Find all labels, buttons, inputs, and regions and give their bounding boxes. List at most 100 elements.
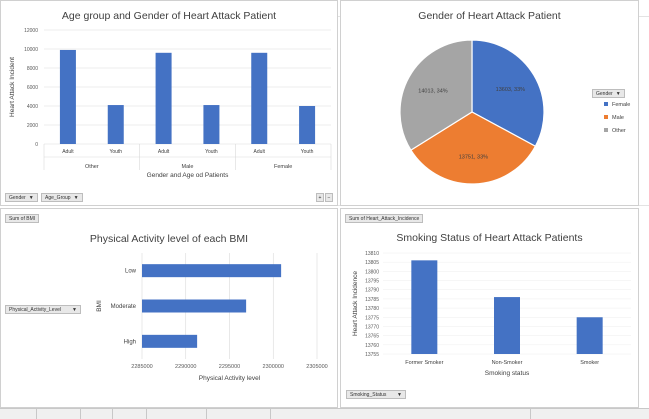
- y-tick-label: 0: [35, 142, 38, 148]
- dropdown-arrow-icon: ▼: [615, 91, 621, 97]
- bmi-chart-title: Physical Activity level of each BMI: [89, 233, 249, 245]
- legend-swatch: [604, 128, 608, 132]
- sheet-tab[interactable]: [112, 409, 147, 419]
- sum-of-bmi-label: Sum of BMI: [9, 216, 36, 222]
- bar: [59, 49, 76, 145]
- sheet-tab[interactable]: [80, 409, 113, 419]
- legend-swatch: [604, 115, 608, 119]
- y-tick-label: 13775: [365, 315, 379, 321]
- smoking-status-filter-label: Smoking_Status: [350, 392, 387, 398]
- sheet-tab[interactable]: [36, 409, 81, 419]
- x-sub-label: Adult: [62, 149, 74, 155]
- x-category-label: Non-Smoker: [492, 360, 523, 366]
- age-group-filter-button[interactable]: Age_Group ▼: [41, 193, 83, 202]
- x-group-label: Other: [85, 164, 99, 170]
- x-sub-label: Adult: [254, 149, 266, 155]
- sheet-tab-bar: [0, 408, 649, 419]
- x-axis-title: Smoking status: [485, 370, 530, 377]
- gender-legend-title: Gender: [596, 91, 613, 97]
- sheet-tab[interactable]: [0, 409, 37, 419]
- sheet-tab[interactable]: [146, 409, 207, 419]
- y-tick-label: 13765: [365, 334, 379, 340]
- y-tick-label: 13805: [365, 260, 379, 266]
- x-axis-title: Gender and Age od Patients: [147, 172, 229, 179]
- age-group-filter-label: Age_Group: [45, 195, 71, 201]
- physical-activity-filter-label: Physical_Activity_Level: [9, 307, 61, 313]
- y-axis-title: BMI: [96, 300, 103, 312]
- x-tick-label: 2285000: [131, 364, 152, 370]
- x-sub-label: Youth: [109, 149, 122, 155]
- y-tick-label: 13755: [365, 352, 379, 358]
- gender-pie-chart-title: Gender of Heart Attack Patient: [418, 10, 561, 22]
- x-group-label: Male: [182, 164, 194, 170]
- bar: [142, 299, 247, 313]
- gender-pie-chart-svg: 13603, 33% 13751, 33% 14013, 34% Female Male…: [399, 39, 630, 185]
- x-sub-label: Youth: [301, 149, 314, 155]
- expand-field-button[interactable]: +: [316, 193, 324, 202]
- y-tick-label: 8000: [27, 66, 38, 72]
- bar: [107, 105, 124, 144]
- sum-of-heart-attack-field-button[interactable]: Sum of Heart_Attack_Incidence: [345, 214, 424, 223]
- bmi-chart-svg: 2285000 2290000 2295000 2300000 2305000 Low Mo…: [96, 253, 328, 382]
- x-group-label: Female: [274, 164, 292, 170]
- y-tick-label: 13810: [365, 251, 379, 257]
- bar: [142, 334, 198, 348]
- gender-filter-label: Gender: [9, 195, 26, 201]
- smoking-status-filter-button[interactable]: Smoking_Status ▼: [346, 390, 406, 399]
- gender-filter-button[interactable]: Gender ▼: [5, 193, 38, 202]
- age-gender-chart-title: Age group and Gender of Heart Attack Pat…: [61, 10, 277, 22]
- gender-pie-chart-panel[interactable]: Gender of Heart Attack Patient 13603, 33…: [340, 0, 639, 206]
- sheet-tab[interactable]: [380, 409, 531, 419]
- x-category-label: Smoker: [580, 360, 599, 366]
- smoking-chart-svg: 13810 13805 13800 13795 13790 13785 13780 13775…: [352, 251, 631, 377]
- x-tick-label: 2295000: [219, 364, 240, 370]
- collapse-field-button[interactable]: −: [325, 193, 333, 202]
- y-tick-label: 4000: [27, 104, 38, 110]
- gender-legend-filter-button[interactable]: Gender ▼: [592, 89, 625, 98]
- y-category-label: Moderate: [111, 304, 137, 310]
- pie-slice: [471, 39, 545, 148]
- pie-slice: [399, 39, 473, 151]
- y-tick-label: 13785: [365, 297, 379, 303]
- y-axis-title: Heart Attack Incident: [9, 57, 16, 117]
- x-sub-label: Youth: [205, 149, 218, 155]
- pie-slice: [410, 111, 537, 185]
- legend-label: Female: [612, 102, 630, 108]
- age-gender-chart-panel[interactable]: Age group and Gender of Heart Attack Pat…: [0, 0, 338, 206]
- bar: [251, 52, 268, 144]
- pie-data-label: 13603, 33%: [496, 87, 525, 93]
- minus-icon: −: [327, 195, 331, 201]
- x-axis-title: Physical Activity level: [199, 375, 261, 382]
- x-tick-label: 2305000: [306, 364, 327, 370]
- y-tick-label: 13795: [365, 279, 379, 285]
- bar: [203, 105, 220, 144]
- bmi-chart-panel[interactable]: Sum of BMI Physical Activity level of ea…: [0, 208, 338, 408]
- sheet-tab[interactable]: [206, 409, 271, 419]
- plus-icon: +: [318, 195, 322, 201]
- x-sub-label: Adult: [158, 149, 170, 155]
- y-tick-label: 6000: [27, 85, 38, 91]
- x-tick-label: 2300000: [263, 364, 284, 370]
- y-category-label: High: [124, 339, 136, 345]
- bar: [142, 264, 282, 278]
- legend-label: Other: [612, 128, 626, 134]
- dropdown-arrow-icon: ▼: [397, 392, 402, 398]
- legend-swatch: [604, 102, 608, 106]
- pie-data-label: 13751, 33%: [459, 155, 488, 161]
- bar: [494, 297, 520, 354]
- y-tick-label: 13760: [365, 343, 379, 349]
- y-axis-title: Heart Attack Incidence: [352, 271, 359, 336]
- y-category-label: Low: [125, 269, 137, 275]
- dropdown-arrow-icon: ▼: [73, 195, 79, 201]
- sum-of-bmi-field-button[interactable]: Sum of BMI: [5, 214, 40, 223]
- dropdown-arrow-icon: ▼: [72, 307, 77, 313]
- y-tick-label: 10000: [24, 47, 38, 53]
- physical-activity-filter-button[interactable]: Physical_Activity_Level ▼: [5, 305, 81, 314]
- age-gender-chart-svg: 12000 10000 8000 6000 4000 2000 0 Adult Youth Adu…: [9, 28, 332, 179]
- sum-of-heart-attack-label: Sum of Heart_Attack_Incidence: [349, 216, 420, 222]
- smoking-chart-panel[interactable]: Sum of Heart_Attack_Incidence Smoking St…: [340, 208, 639, 408]
- y-tick-label: 13800: [365, 269, 379, 275]
- bar: [155, 52, 172, 144]
- dropdown-arrow-icon: ▼: [28, 195, 34, 201]
- pie-data-label: 14013, 34%: [418, 88, 447, 94]
